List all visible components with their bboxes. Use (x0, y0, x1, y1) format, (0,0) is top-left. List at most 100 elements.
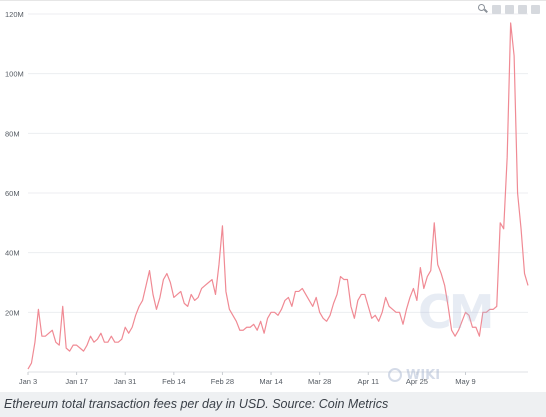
data-point (340, 276, 342, 278)
data-point (90, 335, 92, 337)
data-point (270, 311, 272, 313)
data-point (62, 305, 64, 307)
data-point (169, 282, 171, 284)
data-point (55, 341, 57, 343)
data-point (430, 270, 432, 272)
data-point (100, 332, 102, 334)
data-point (267, 317, 269, 319)
data-point (305, 293, 307, 295)
data-point (232, 314, 234, 316)
data-point (388, 305, 390, 307)
data-point (381, 311, 383, 313)
data-point (208, 282, 210, 284)
series-line-transaction-fees (27, 22, 529, 370)
data-point (510, 22, 512, 24)
data-point (221, 225, 223, 227)
data-point (433, 222, 435, 224)
data-point (51, 329, 53, 331)
data-point (93, 341, 95, 343)
data-point (114, 341, 116, 343)
data-point (256, 329, 258, 331)
y-tick-label: 80M (5, 129, 20, 138)
x-tick-label: Jan 31 (114, 377, 137, 386)
x-tick-label: Mar 28 (308, 377, 331, 386)
data-point (149, 270, 151, 272)
data-point (409, 296, 411, 298)
data-point (121, 338, 123, 340)
data-point (58, 344, 60, 346)
data-point (228, 308, 230, 310)
y-tick-label: 20M (5, 308, 20, 317)
data-point (155, 308, 157, 310)
fullscreen-icon[interactable] (531, 4, 540, 14)
data-point (103, 341, 105, 343)
y-tick-label: 100M (5, 70, 24, 79)
data-point (402, 323, 404, 325)
data-point (350, 305, 352, 307)
data-point (492, 308, 494, 310)
data-point (218, 264, 220, 266)
data-point (263, 332, 265, 334)
coinmetrics-watermark: CM (418, 285, 495, 339)
data-point (395, 311, 397, 313)
data-point (315, 296, 317, 298)
data-point (41, 335, 43, 337)
data-point (294, 290, 296, 292)
data-point (44, 335, 46, 337)
pan-icon[interactable] (505, 4, 514, 14)
data-point (378, 320, 380, 322)
data-point (333, 302, 335, 304)
x-tick-label: Feb 28 (211, 377, 234, 386)
data-point (65, 347, 67, 349)
top-divider (0, 0, 546, 1)
reset-icon[interactable] (518, 4, 527, 14)
data-point (48, 332, 50, 334)
data-point (274, 311, 276, 313)
data-point (367, 305, 369, 307)
data-point (517, 192, 519, 194)
data-point (405, 308, 407, 310)
data-point (253, 323, 255, 325)
data-point (152, 293, 154, 295)
data-point (284, 299, 286, 301)
data-point (190, 293, 192, 295)
wiki-watermark: WIKI (388, 365, 440, 385)
data-point (79, 347, 81, 349)
data-point (520, 228, 522, 230)
grid-lines (28, 13, 528, 373)
data-point (326, 320, 328, 322)
x-tick-label: Jan 17 (65, 377, 88, 386)
zoom-in-icon[interactable] (478, 4, 488, 14)
data-point (329, 314, 331, 316)
x-tick-label: Apr 11 (358, 377, 380, 386)
x-tick-label: May 9 (455, 377, 475, 386)
data-point (180, 290, 182, 292)
data-point (176, 293, 178, 295)
data-point (145, 284, 147, 286)
zoom-box-icon[interactable] (492, 4, 501, 14)
data-point (235, 320, 237, 322)
data-point (194, 299, 196, 301)
data-point (142, 299, 144, 301)
x-tick-label: Apr 25 (406, 377, 428, 386)
chart-toolbar (478, 3, 540, 15)
data-point (392, 308, 394, 310)
data-point (277, 314, 279, 316)
data-point (37, 308, 39, 310)
y-tick-label: 120M (5, 10, 24, 19)
data-point (211, 279, 213, 281)
data-point (353, 317, 355, 319)
x-axis-ticks: Jan 3 Jan 17 Jan 31 Feb 14 Feb 28 Mar 14 Mar 2… (19, 372, 476, 386)
data-point (440, 273, 442, 275)
data-point (242, 329, 244, 331)
wiki-watermark-text: WIKI (406, 367, 441, 383)
data-point (499, 222, 501, 224)
data-point (204, 284, 206, 286)
data-point (322, 317, 324, 319)
data-point (319, 311, 321, 313)
data-point (287, 296, 289, 298)
data-point (76, 344, 78, 346)
data-point (298, 290, 300, 292)
data-point (399, 311, 401, 313)
data-point (124, 326, 126, 328)
